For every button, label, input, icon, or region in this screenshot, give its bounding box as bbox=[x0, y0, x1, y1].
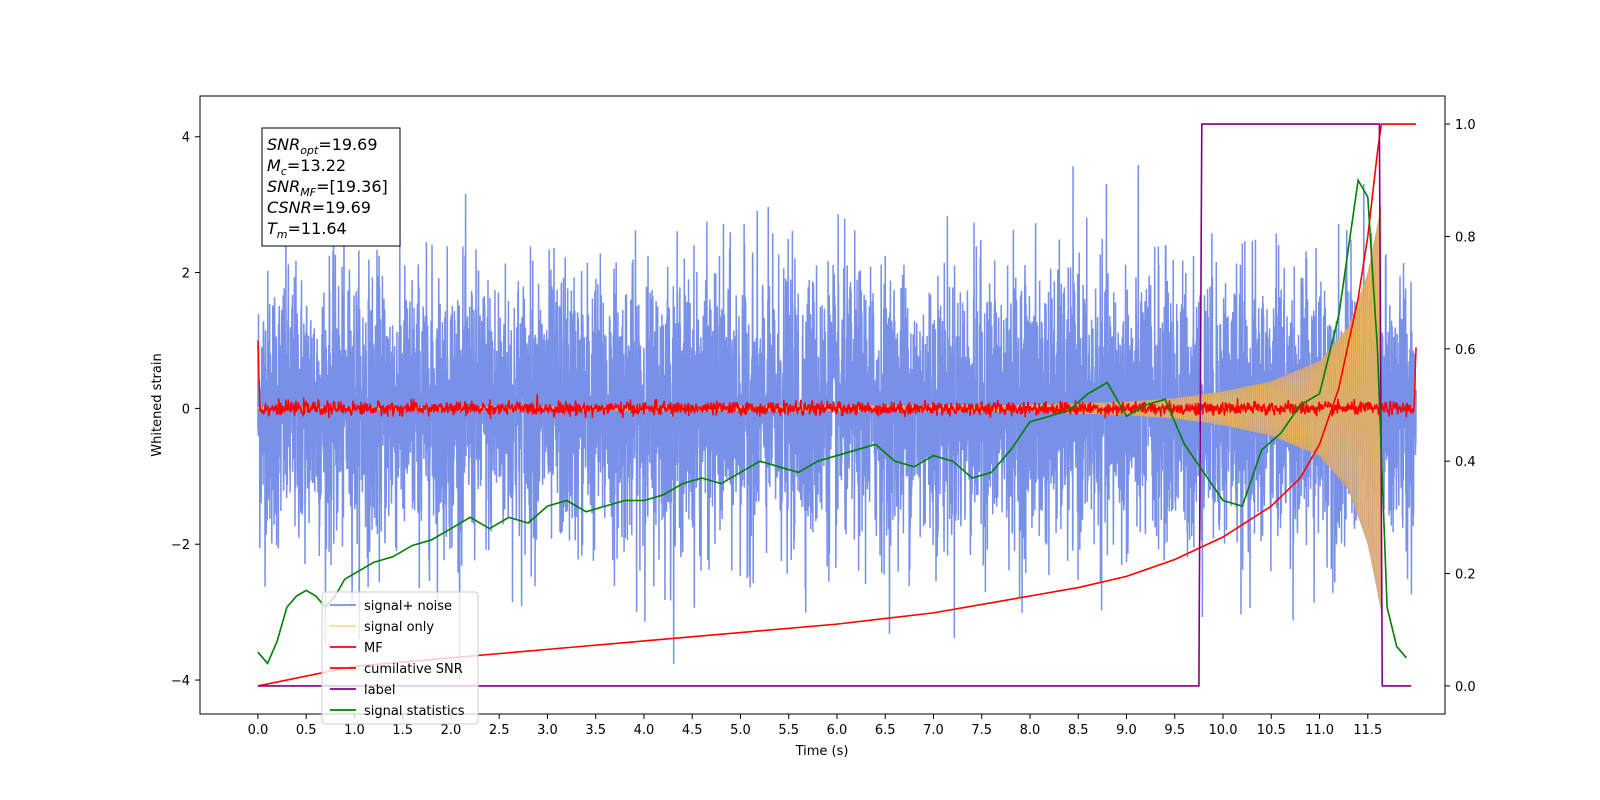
y2-tick-label: 1.0 bbox=[1455, 118, 1476, 133]
annotation-line: CSNR=19.69 bbox=[267, 198, 371, 217]
legend-label: signal statistics bbox=[364, 704, 465, 719]
legend-label: cumilative SNR bbox=[364, 662, 463, 677]
x-tick-label: 6.5 bbox=[875, 723, 896, 738]
series-cumulative-snr bbox=[257, 123, 1417, 687]
legend-frame bbox=[321, 591, 479, 725]
x-tick-label: 1.5 bbox=[392, 723, 413, 738]
x-tick-label: 11.0 bbox=[1305, 723, 1334, 738]
y2-tick-label: 0.4 bbox=[1455, 455, 1476, 470]
legend-label: label bbox=[364, 683, 395, 698]
annotation-frame bbox=[261, 127, 401, 247]
legend-label: signal+ noise bbox=[364, 599, 452, 614]
plot-data bbox=[257, 123, 1417, 687]
y-tick-label: −2 bbox=[171, 538, 190, 553]
x-tick-label: 5.5 bbox=[778, 723, 799, 738]
x-tick-label: 9.5 bbox=[1164, 723, 1185, 738]
x-tick-label: 9.0 bbox=[1116, 723, 1137, 738]
x-tick-label: 7.5 bbox=[971, 723, 992, 738]
x-tick-label: 2.0 bbox=[441, 723, 462, 738]
annotation-line: SNRMF=[19.36] bbox=[267, 177, 388, 199]
x-tick-label: 6.0 bbox=[827, 723, 848, 738]
x-tick-label: 0.5 bbox=[296, 723, 317, 738]
series-label bbox=[257, 123, 1412, 687]
y2-tick-label: 0.8 bbox=[1455, 230, 1476, 245]
annotation-line: Tm=11.64 bbox=[267, 219, 347, 241]
x-tick-label: 2.5 bbox=[489, 723, 510, 738]
y-axis-label: Whitened strain bbox=[150, 353, 165, 456]
annotation-line: SNRopt=19.69 bbox=[267, 135, 378, 157]
x-tick-label: 7.0 bbox=[923, 723, 944, 738]
axes: 0.0 0.5 1.0 1.5 2.0 2.5 3.0 3.5 4.0 4.5 5.0 5.5 6.0 6… bbox=[171, 118, 1476, 738]
x-tick-label: 0.0 bbox=[248, 723, 269, 738]
x-tick-label: 5.0 bbox=[730, 723, 751, 738]
x-tick-label: 3.5 bbox=[585, 723, 606, 738]
x-tick-label: 4.5 bbox=[682, 723, 703, 738]
plot-frame bbox=[199, 95, 1446, 715]
legend: signal+ noise signal only MF cumilative SNR… bbox=[321, 591, 479, 725]
annotation-line: Mc=13.22 bbox=[267, 156, 346, 178]
y2-tick-label: 0.0 bbox=[1455, 680, 1476, 695]
y-tick-label: 2 bbox=[182, 267, 190, 282]
series-signal-noise bbox=[257, 165, 1417, 681]
x-tick-label: 4.0 bbox=[634, 723, 655, 738]
legend-label: signal only bbox=[364, 620, 434, 635]
y2-tick-label: 0.2 bbox=[1455, 568, 1476, 583]
y-tick-label: 0 bbox=[182, 402, 190, 417]
x-tick-label: 3.0 bbox=[537, 723, 558, 738]
legend-label: MF bbox=[364, 641, 383, 656]
x-tick-label: 8.0 bbox=[1020, 723, 1041, 738]
x-axis-label: Time (s) bbox=[795, 744, 849, 759]
annotation-box: SNRopt=19.69Mc=13.22SNRMF=[19.36]CSNR=19… bbox=[261, 127, 401, 247]
series-signal-statistics bbox=[257, 177, 1408, 665]
y2-tick-label: 0.6 bbox=[1455, 343, 1476, 358]
x-tick-label: 8.5 bbox=[1068, 723, 1089, 738]
x-tick-label: 10.5 bbox=[1257, 723, 1286, 738]
y-tick-label: 4 bbox=[182, 131, 190, 146]
y-tick-label: −4 bbox=[171, 674, 190, 689]
series-mf bbox=[257, 340, 1417, 419]
x-tick-label: 11.5 bbox=[1353, 723, 1382, 738]
x-tick-label: 10.0 bbox=[1209, 723, 1238, 738]
x-tick-label: 1.0 bbox=[344, 723, 365, 738]
